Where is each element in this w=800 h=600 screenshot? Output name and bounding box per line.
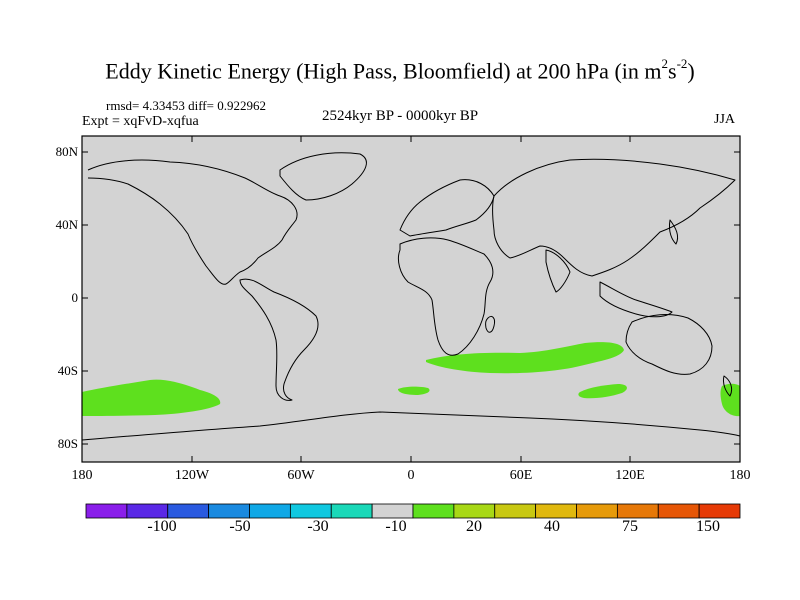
lon-tick-label: 120E [615,468,645,483]
lat-tick-label: 80N [55,144,78,159]
chart-title: Eddy Kinetic Energy (High Pass, Bloomfie… [105,56,695,84]
colorbar-box [412,503,455,519]
colorbar-box [535,503,577,519]
colorbar-box [698,503,741,519]
coast-new-zealand [723,375,733,397]
coast-north-america [87,159,298,285]
colorbar-box [330,503,373,519]
colorbar-label: 40 [544,518,560,535]
colorbar-label: -50 [229,518,251,535]
colorbar-box [126,503,169,519]
lon-tick-label: 60E [509,468,533,483]
colorbar-box [85,503,128,519]
anomaly-tasman [720,383,740,417]
stats-label: rmsd= 4.33453 diff= 0.922962 [106,98,266,113]
lon-tick-marks [81,136,741,462]
coast-southeast-asia [599,281,673,318]
anomaly-regions [82,342,740,417]
lat-tick-label: 80S [57,436,78,451]
colorbar-box [208,503,250,519]
lat-tick-label: 40S [57,363,78,378]
anomaly-south-pacific [82,379,221,416]
coast-antarctica [81,411,741,441]
colorbar-box [167,503,210,519]
colorbar-box [371,503,414,519]
coast-india [545,249,571,293]
coast-greenland [279,152,367,201]
colorbar-label: 150 [696,518,720,535]
lon-tick-label: 0 [407,468,415,483]
colorbar [85,503,741,519]
colorbar-label: 75 [622,518,638,535]
lon-tick-label: 60W [287,468,315,483]
lon-tick-label: 180 [71,468,93,483]
coast-south-america [239,278,319,401]
lon-tick-label: 120W [174,468,210,483]
coast-japan [669,219,679,245]
period-label: 2524kyr BP - 0000kyr BP [322,108,479,124]
coast-madagascar [485,315,495,333]
colorbar-label: -100 [147,518,177,535]
colorbar-box [576,503,618,519]
colorbar-label: -30 [307,518,329,535]
lon-tick-label: 180 [729,468,751,483]
lat-tick-label: 40N [55,217,78,232]
anomaly-south-indian-east [578,384,627,399]
colorbar-box [249,503,291,519]
colorbar-box [616,503,659,519]
lat-tick-marks [82,151,740,445]
coast-asia [492,158,736,277]
colorbar-box [289,503,332,519]
coast-australia [625,314,713,375]
anomaly-south-indian [426,342,624,374]
coastlines [81,152,741,441]
colorbar-box [657,503,700,519]
colorbar-box [494,503,537,519]
lat-tick-label: 0 [71,290,79,305]
experiment-label: Expt = xqFvD-xqfua [82,114,199,129]
anomaly-south-atlantic [398,386,430,395]
colorbar-label: 20 [466,518,482,535]
colorbar-label: -10 [385,518,407,535]
coast-africa [397,237,494,356]
season-label: JJA [714,112,736,127]
colorbar-box [453,503,496,519]
